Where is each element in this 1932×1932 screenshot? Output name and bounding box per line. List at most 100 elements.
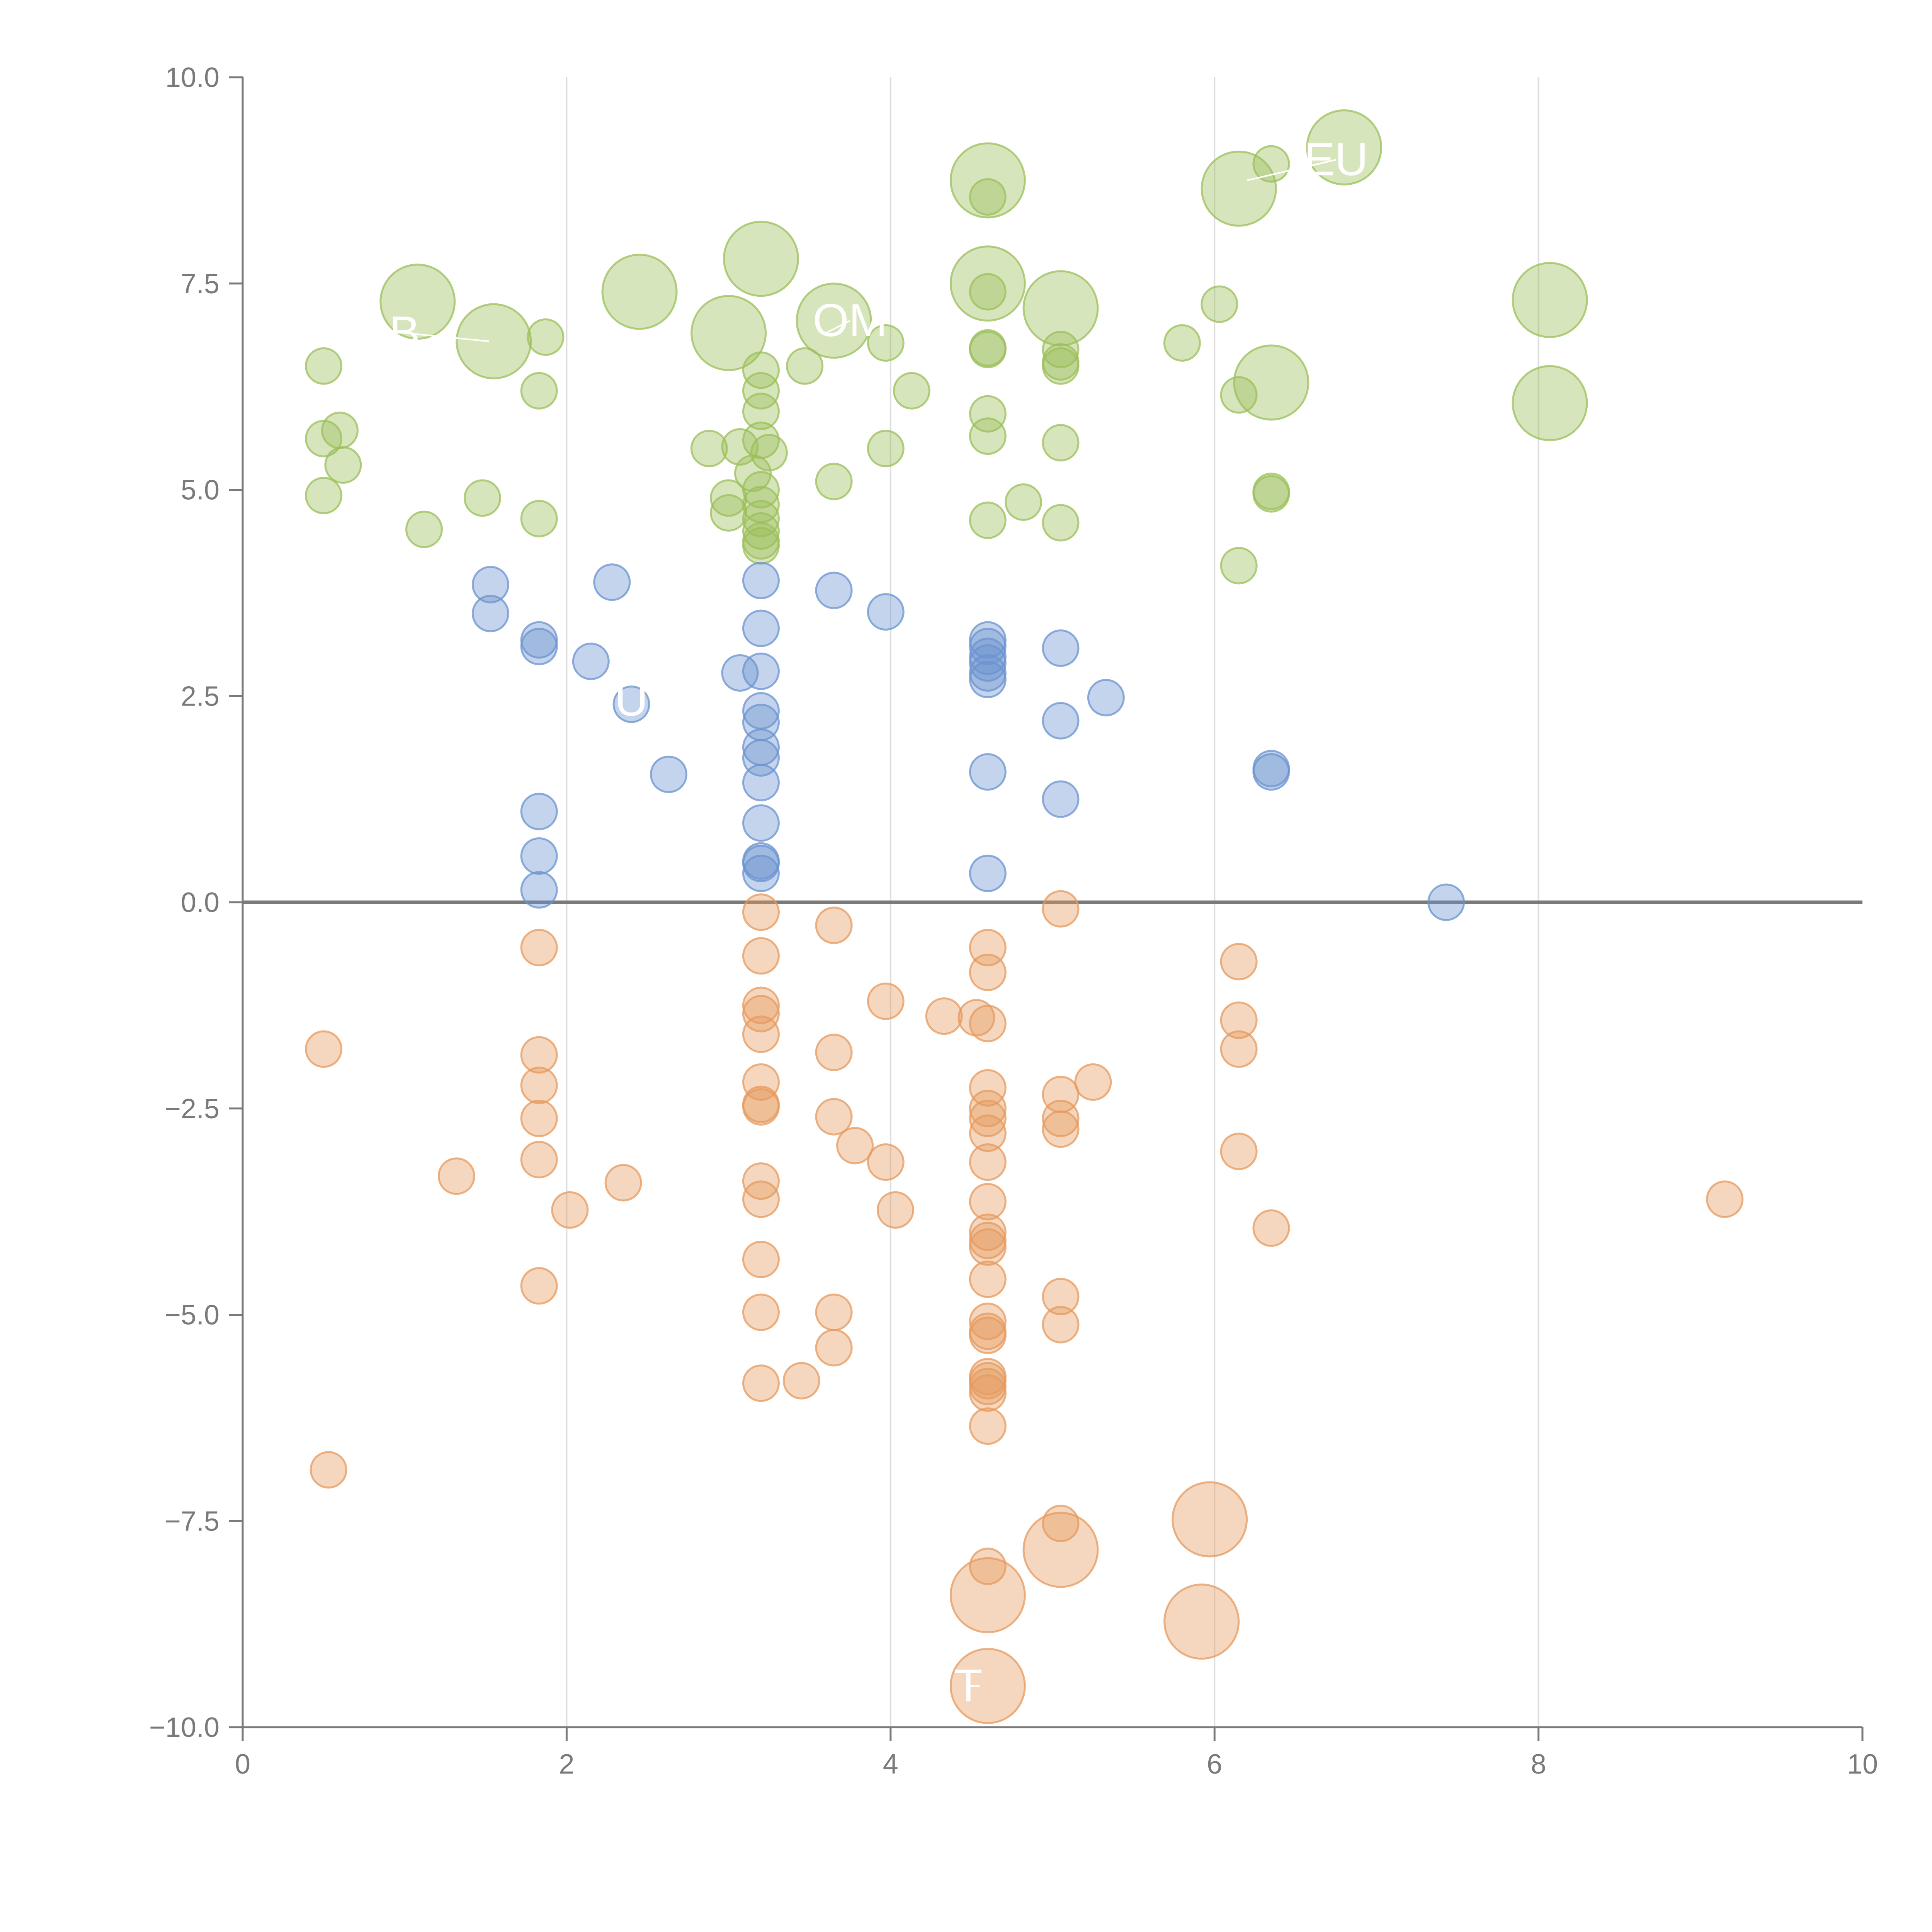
bubble-mid [1042, 629, 1080, 667]
bubble-low [1042, 1099, 1080, 1137]
bubble-high [379, 264, 456, 340]
bubble-mid [1252, 753, 1290, 791]
bubble-mid [520, 837, 558, 875]
bubble-high [1512, 365, 1588, 441]
bubble-low [969, 1143, 1007, 1181]
bubble-low [1074, 1063, 1112, 1101]
bubble-low [604, 1164, 642, 1202]
bubble-high [742, 471, 780, 509]
bubble-high [1022, 270, 1099, 347]
bubble-high [969, 178, 1007, 216]
x-tick-label: 2 [559, 1749, 574, 1780]
bubble-mid [969, 644, 1007, 682]
bubble-low [742, 1015, 780, 1053]
bubble-high [405, 510, 443, 548]
bubble-mid [969, 753, 1007, 791]
bubble-label: U [615, 674, 648, 726]
bubble-low [969, 1005, 1007, 1043]
bubble-low [1220, 943, 1258, 981]
bubble-high [1306, 109, 1383, 185]
bubble-high [742, 372, 780, 410]
bubble-low [867, 1143, 905, 1181]
bubble-low [742, 1293, 780, 1331]
bubble-high [786, 347, 824, 385]
bubble-high [305, 476, 343, 514]
bubbles [305, 109, 1744, 1724]
bubble-low [310, 1451, 347, 1489]
bubble-mid [742, 804, 780, 842]
bubble-low [520, 1267, 558, 1305]
bubble-high [520, 500, 558, 537]
bubble-low [969, 1228, 1007, 1266]
label-leader-line [405, 332, 489, 342]
bubble-high [1163, 324, 1201, 362]
bubble-low [1042, 1306, 1080, 1344]
bubble-mid [742, 652, 780, 690]
bubble-high [456, 303, 532, 379]
bubble-high [1220, 547, 1258, 585]
bubble-low [815, 1034, 853, 1071]
bubble-low [1172, 1481, 1248, 1558]
bubble-low [969, 1316, 1007, 1354]
bubble-low [1042, 890, 1080, 928]
bubble-low [1220, 1001, 1258, 1039]
bubble-mid [742, 609, 780, 647]
y-tick-label: −10.0 [149, 1712, 219, 1743]
bubble-high [463, 479, 501, 517]
bubble-low [969, 1213, 1007, 1251]
bubble-low [969, 1099, 1007, 1137]
bubble-low [520, 1141, 558, 1179]
axes: 0 2 4 6 8 10 −10.0 −7.5 −5.0 −2.5 0.0 2.5 5.0 7.5 10.0 [149, 62, 1878, 1780]
bubble-mid [471, 566, 509, 604]
bubble-low [876, 1191, 914, 1229]
bubble-high [949, 245, 1026, 322]
bubble-high [796, 282, 872, 359]
bubble-low [815, 1293, 853, 1331]
bubble-low [969, 1407, 1007, 1445]
bubble-low [969, 1069, 1007, 1107]
bubble-low [949, 1648, 1026, 1724]
bubble-high [1220, 376, 1258, 414]
bubble-low [520, 1066, 558, 1104]
bubble-low [969, 1374, 1007, 1412]
bubble-high [742, 500, 780, 537]
bubble-low [957, 999, 995, 1037]
bubble-high [723, 221, 799, 297]
bubble-high [1233, 344, 1310, 421]
bubble-high [750, 434, 788, 471]
bubble-low [305, 1030, 343, 1068]
bubble-mid [520, 628, 558, 665]
label-leader-line [825, 320, 850, 334]
bubble-low [1163, 1583, 1240, 1660]
bubble-low [520, 929, 558, 966]
bubble-mid [1087, 679, 1125, 717]
bubble-low [867, 982, 905, 1020]
bubble-mid [815, 571, 853, 609]
y-tick-label: 0.0 [181, 887, 219, 918]
bubble-mid [593, 563, 631, 601]
bubble-high [1042, 504, 1080, 542]
bubble-low [1252, 1209, 1290, 1247]
bubble-mid [612, 685, 650, 723]
bubble-high [710, 479, 748, 517]
bubble-label: OM [813, 294, 887, 346]
bubble-high [1042, 424, 1080, 462]
bubble-low [1220, 1030, 1258, 1068]
bubble-low [551, 1191, 589, 1229]
bubble-label: EU [1304, 134, 1368, 185]
bubble-low [1042, 1110, 1080, 1148]
bubble-mid [867, 593, 905, 631]
bubble-high [969, 331, 1007, 369]
bubble-low [782, 1362, 820, 1400]
bubble-low [1706, 1180, 1744, 1218]
y-tick-label: 10.0 [165, 62, 219, 93]
bubble-low [520, 1099, 558, 1137]
bubble-mid [1042, 780, 1080, 818]
bubble-low [969, 1260, 1007, 1298]
bubble-high [1042, 347, 1080, 385]
bubble-mid [572, 643, 610, 680]
x-tick-label: 8 [1531, 1749, 1546, 1780]
bubble-high [1201, 150, 1277, 227]
bubble-low [949, 1557, 1026, 1633]
